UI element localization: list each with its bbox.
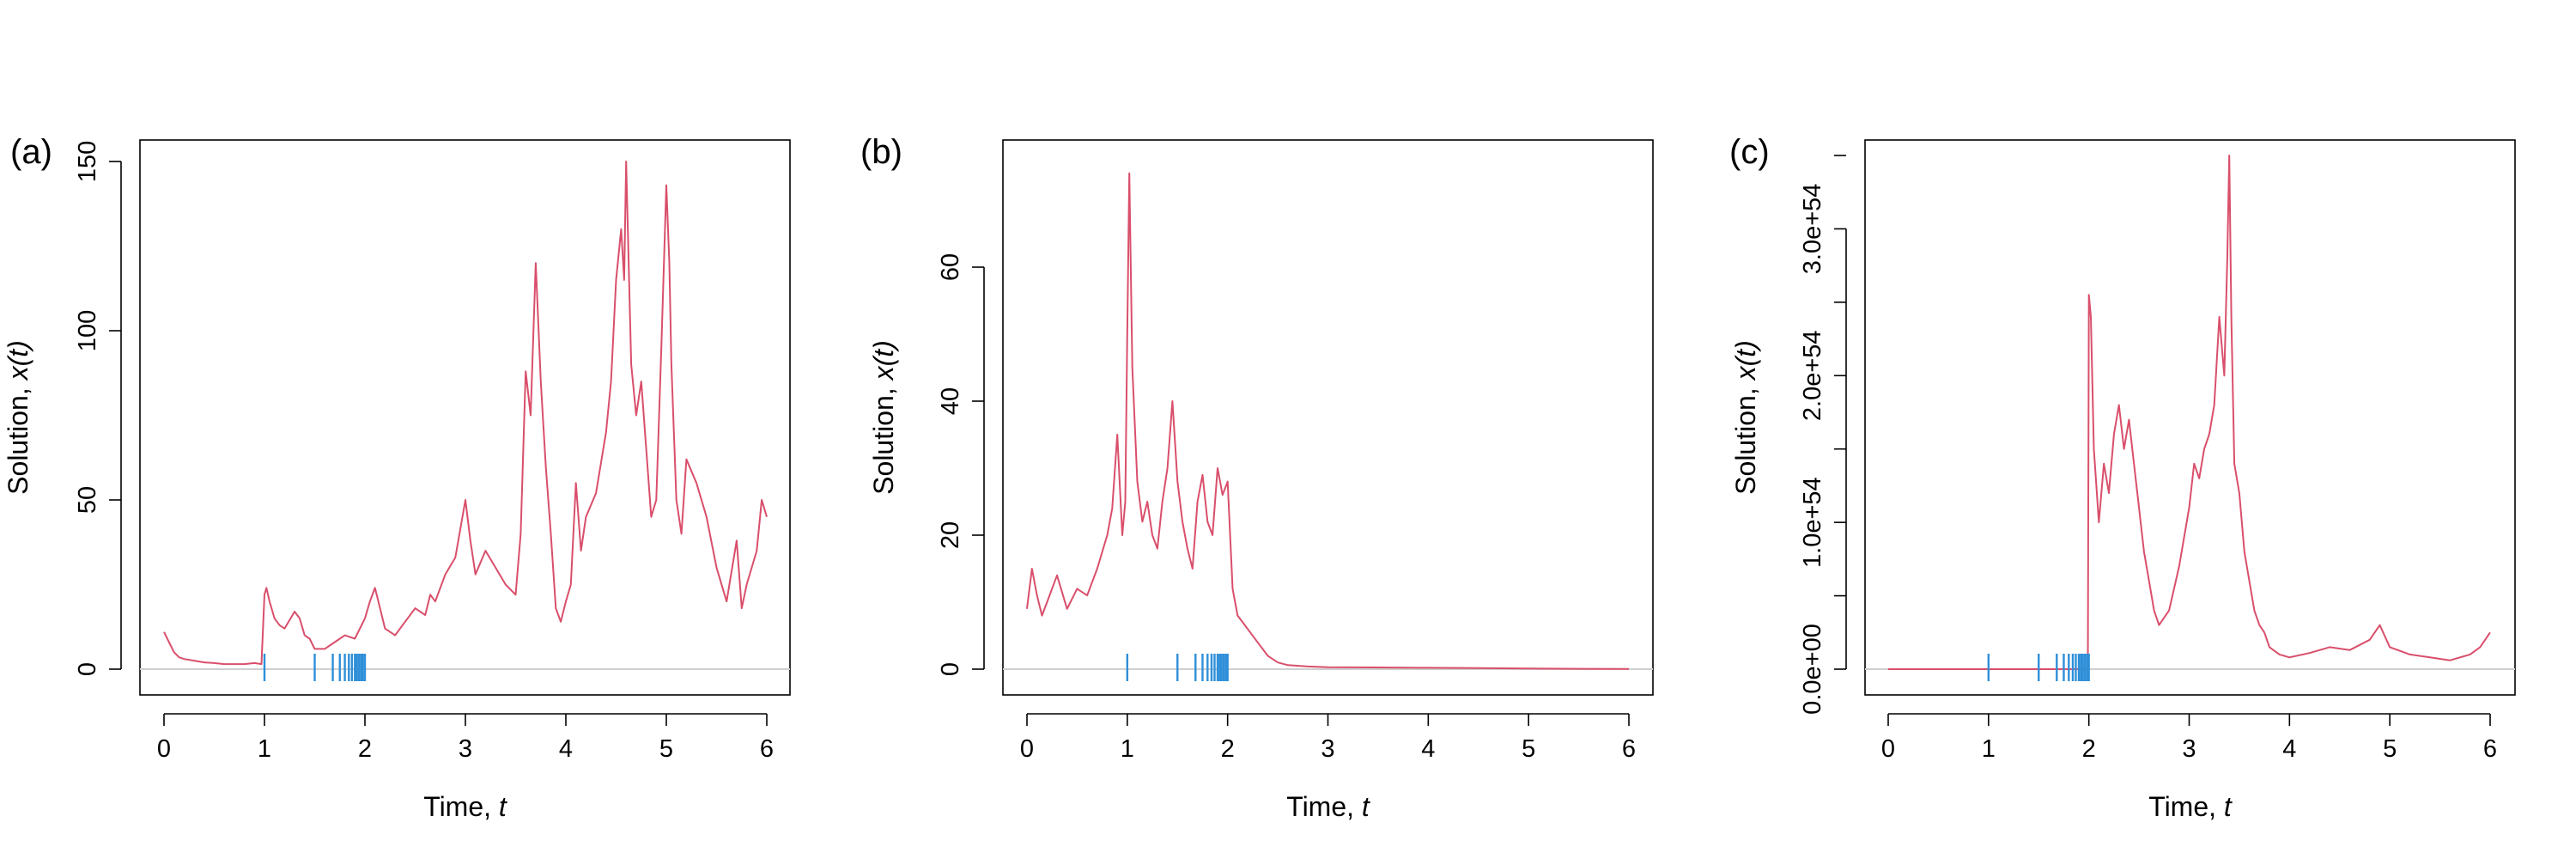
plot-frame [1002, 139, 1654, 696]
y-axis-title: Solution, x(t) [3, 340, 33, 495]
panel-3: (c) 0 1 2 3 4 5 6 0.0e+00 1.0e+54 2.0e+54 3.0e+54 Ti… [1729, 133, 2516, 822]
y-tick-label: 20 [937, 521, 964, 549]
x-tick-label: 1 [1982, 735, 1996, 763]
x-tick-label: 1 [1121, 735, 1134, 763]
y-tick-label: 0 [74, 662, 101, 676]
x-tick-label: 3 [1321, 735, 1334, 763]
y-tick-label: 0 [937, 662, 964, 676]
series-line-1 [163, 161, 768, 666]
y-tick-label: 50 [74, 486, 101, 514]
y-tick-label: 0.0e+00 [1799, 624, 1826, 715]
plot-frame [139, 139, 791, 696]
panel-1: (a) 0 1 2 3 4 5 6 0 50 100 150 Time, t Solution, x(t) [3, 133, 791, 822]
y-tick-label: 60 [937, 253, 964, 281]
x-tick-label: 6 [1622, 735, 1636, 763]
x-tick-label: 0 [1881, 735, 1895, 763]
x-tick-label: 4 [559, 735, 573, 763]
x-tick-label: 5 [2383, 735, 2397, 763]
y-tick-label: 3.0e+54 [1799, 184, 1826, 275]
panel-letter: (b) [860, 133, 902, 171]
x-tick-label: 0 [157, 735, 171, 763]
x-tick-label: 3 [459, 735, 472, 763]
x-tick-label: 6 [760, 735, 774, 763]
plot-frame [1864, 139, 2516, 696]
y-tick-label: 2.0e+54 [1799, 330, 1826, 421]
x-tick-label: 4 [1421, 735, 1435, 763]
series-line-1 [1888, 155, 2491, 670]
x-tick-label: 5 [659, 735, 673, 763]
x-tick-label: 1 [258, 735, 271, 763]
x-tick-label: 4 [2282, 735, 2296, 763]
x-axis-title: Time, t [1286, 791, 1370, 822]
panel-letter: (c) [1729, 133, 1770, 171]
y-tick-label: 150 [74, 141, 101, 182]
x-tick-label: 0 [1020, 735, 1034, 763]
y-axis-title: Solution, x(t) [868, 340, 899, 495]
series-line-1 [1026, 172, 1630, 670]
x-tick-label: 2 [358, 735, 372, 763]
x-tick-label: 5 [1522, 735, 1535, 763]
y-tick-label: 40 [937, 387, 964, 415]
x-tick-label: 3 [2182, 735, 2196, 763]
x-axis-title: Time, t [423, 791, 507, 822]
y-tick-label: 100 [74, 310, 101, 351]
x-axis-title: Time, t [2148, 791, 2233, 822]
y-tick-label: 1.0e+54 [1799, 477, 1826, 568]
panel-letter: (a) [10, 133, 52, 171]
y-axis-title: Solution, x(t) [1730, 340, 1761, 495]
x-tick-label: 2 [2082, 735, 2096, 763]
x-tick-label: 6 [2483, 735, 2497, 763]
x-tick-label: 2 [1221, 735, 1235, 763]
